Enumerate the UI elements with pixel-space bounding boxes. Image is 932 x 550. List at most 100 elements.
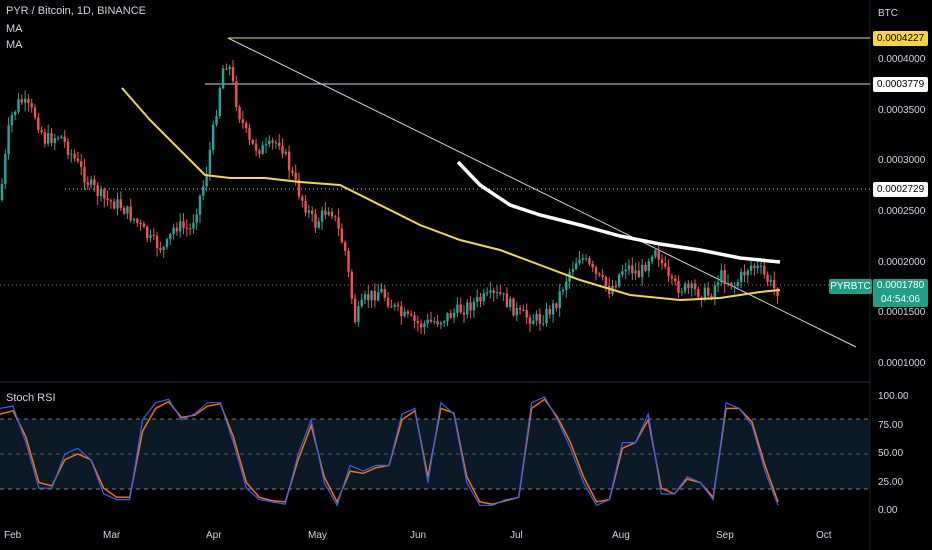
time-tick: Mar [103,530,121,541]
candle-body [535,313,538,321]
candle-body [370,290,373,301]
candle-body [614,285,617,287]
indicator-ma-1[interactable]: MA [6,23,23,35]
candle-body [726,282,730,285]
candle-body [763,265,766,275]
candle-body [518,307,522,310]
candle-body [212,124,215,150]
candle-body [291,170,294,173]
price-tick: 0.0004000 [878,54,926,65]
candles-group [0,60,779,335]
candle-body [515,307,518,316]
candle-body [720,270,723,283]
candle-body [122,208,126,214]
candle-body [241,119,245,124]
candle-body [591,263,594,268]
candle-body [588,258,591,264]
candle-body [218,88,221,117]
candle-body [116,199,119,209]
candle-body [80,161,83,168]
candle-body [753,265,756,269]
price-tick: 0.0001000 [878,358,926,369]
stoch-tick: 100.00 [878,391,909,402]
candle-body [307,210,311,213]
candle-body [413,315,416,322]
candle-body [512,298,515,316]
candle-body [584,258,588,260]
candle-body [416,321,419,324]
candle-body [634,270,637,274]
candle-body [86,182,89,185]
candle-body [598,273,601,275]
candle-body [624,269,627,272]
candle-body [7,125,10,155]
candle-body [350,271,353,299]
candle-body [525,310,528,318]
candle-body [367,294,370,301]
candle-body [271,140,274,143]
candle-body [654,250,657,257]
candle-body [680,291,683,293]
last-price: 0.0001780 [876,280,925,291]
candle-body [317,221,320,228]
candle-body [169,234,172,240]
candle-body [575,263,578,270]
indicator-ma-2[interactable]: MA [6,39,23,51]
trendline[interactable] [227,37,857,348]
candle-body [301,196,304,201]
candle-body [76,158,80,162]
candle-body [621,271,624,275]
candle-body [390,306,393,308]
candle-body [175,227,179,232]
candle-body [386,297,390,307]
candle-body [274,142,278,144]
candle-body [571,269,575,272]
candle-body [419,323,423,328]
candle-body [261,145,264,154]
candle-body [179,221,182,232]
candle-body [657,250,660,260]
price-tick: 0.0003000 [878,155,926,167]
candle-body [522,309,525,311]
price-tick: 0.0003500 [878,104,926,116]
candle-body [294,172,297,180]
candle-body [126,206,129,214]
candle-body [650,256,654,262]
candle-body [195,214,198,223]
candle-body [23,98,27,103]
candle-body [47,133,50,144]
candle-body [703,287,707,300]
candle-body [165,239,169,248]
candle-body [426,319,429,324]
candle-body [756,265,759,269]
time-tick: Aug [612,530,630,541]
candle-body [773,279,776,289]
candle-body [231,66,235,82]
stoch-rsi-label[interactable]: Stoch RSI [6,392,56,404]
candle-body [482,293,485,302]
candle-body [555,303,558,309]
candle-body [693,283,697,290]
candle-body [502,293,505,295]
candle-body [400,306,403,317]
candle-body [551,303,555,315]
candle-body [347,250,350,272]
candle-body [205,173,208,187]
candle-body [466,302,469,315]
candle-body [66,141,70,155]
candle-body [113,201,116,209]
candle-body [561,289,565,292]
chart-title: PYR / Bitcoin, 1D, BINANCE [6,5,146,17]
candle-body [188,228,192,230]
candle-body [740,271,743,283]
candle-body [264,144,268,146]
candle-body [129,206,132,221]
last-price-badge: 0.0001780 04:54:06 [873,279,928,307]
candle-body [159,248,162,250]
candle-body [228,66,231,70]
candle-body [0,183,4,200]
candle-body [472,301,476,311]
price-tick: 0.0001500 [878,307,926,319]
price-tick: 0.0002500 [878,206,926,217]
